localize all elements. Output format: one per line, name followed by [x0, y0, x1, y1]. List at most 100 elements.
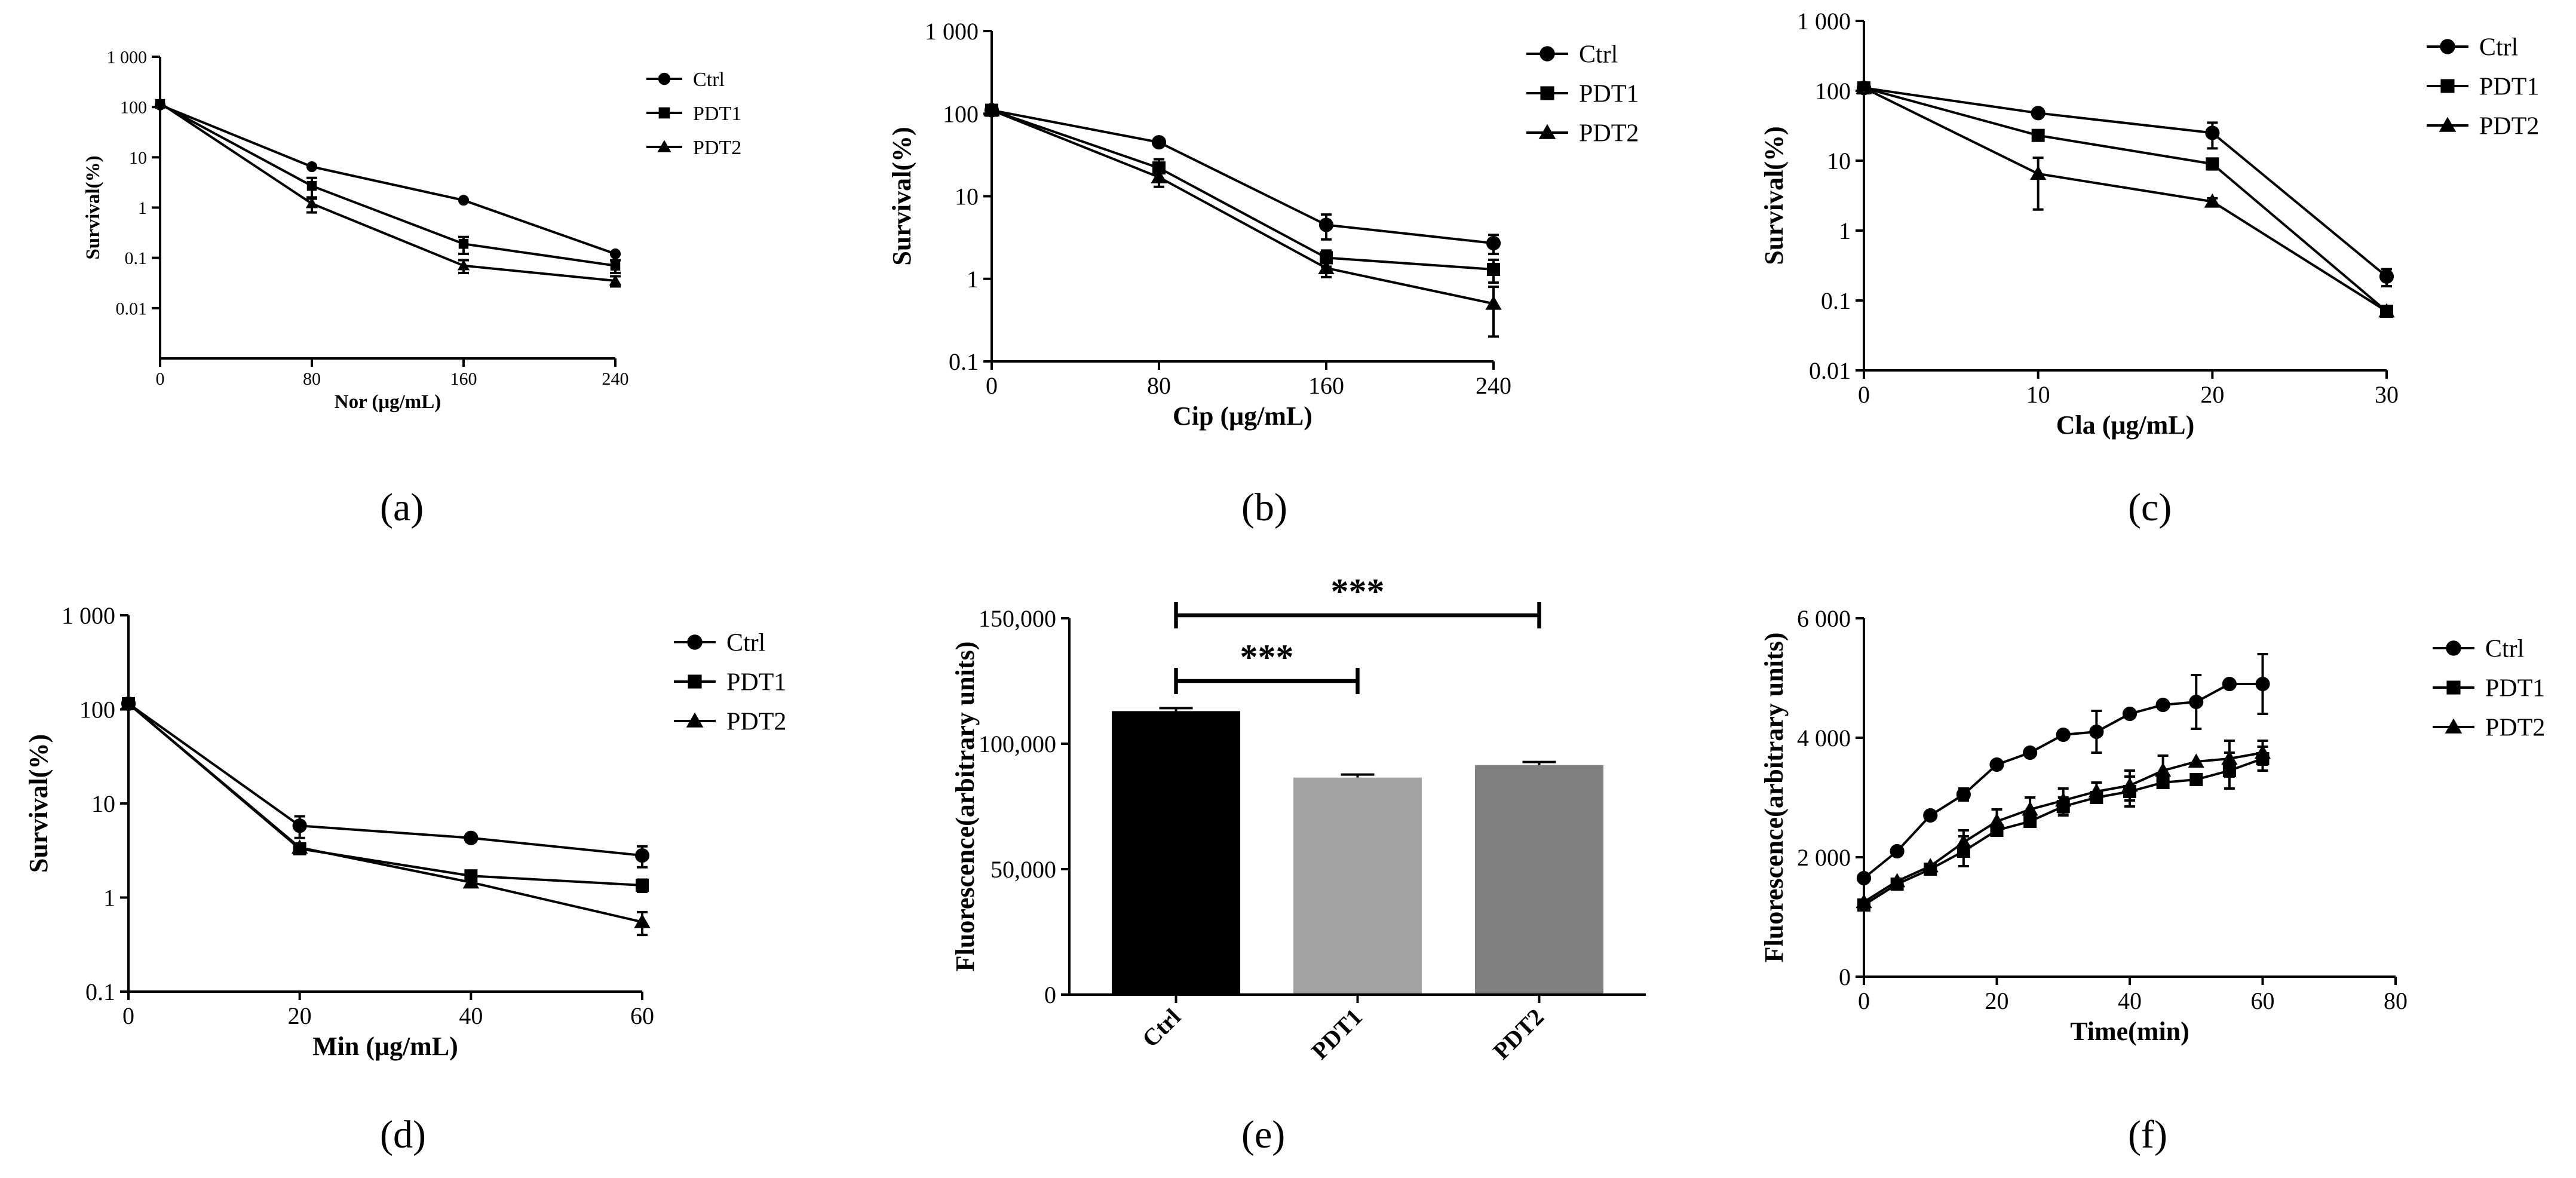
legend-marker-pdt2 — [657, 140, 671, 152]
series-line-pdt2 — [1863, 751, 2263, 903]
bar-ctrl — [1112, 711, 1241, 995]
legend-marker-pdt2 — [686, 712, 704, 728]
x-tick-label: 20 — [288, 1002, 312, 1029]
y-tick-label: 10 — [91, 790, 115, 817]
legend-marker-pdt2 — [2439, 116, 2457, 132]
point-ctrl — [2155, 697, 2170, 713]
point-pdt2 — [983, 102, 1000, 116]
y-tick-label: 1 — [1839, 217, 1851, 244]
legend-label-ctrl: Ctrl — [2485, 636, 2524, 663]
point-ctrl — [1151, 135, 1167, 150]
bar-pdt1 — [1293, 777, 1422, 995]
point-pdt1 — [306, 180, 317, 191]
series-line-pdt1 — [160, 103, 616, 267]
point-ctrl — [609, 248, 621, 260]
point-pdt2 — [1485, 295, 1502, 310]
point-ctrl — [634, 848, 650, 863]
y-axis-label: Survival(%) — [24, 734, 53, 873]
legend-label-ctrl: Ctrl — [2479, 34, 2518, 62]
y-tick-label: 0.1 — [949, 348, 979, 375]
point-ctrl — [2122, 706, 2138, 722]
x-tick-label: 160 — [450, 369, 477, 389]
legend-label-pdt2: PDT2 — [693, 137, 741, 159]
legend-marker-ctrl — [2446, 640, 2461, 656]
y-tick-label: 50,000 — [990, 856, 1056, 883]
x-tick-label: 10 — [2026, 381, 2050, 408]
point-pdt2 — [457, 259, 470, 271]
legend-marker-pdt2 — [2445, 718, 2462, 734]
point-pdt1 — [458, 238, 469, 249]
point-ctrl — [2205, 125, 2220, 140]
point-pdt1 — [636, 878, 649, 892]
y-tick-label: 1 — [103, 885, 115, 912]
series-line-pdt1 — [1863, 87, 2388, 312]
y-tick-label: 1 — [967, 266, 979, 293]
y-tick-label: 100,000 — [979, 731, 1056, 757]
legend-marker-pdt1 — [688, 674, 702, 689]
legend-marker-pdt1 — [658, 107, 670, 119]
series-line-ctrl — [991, 109, 1494, 245]
point-pdt2 — [2121, 777, 2138, 792]
legend-marker-pdt1 — [2440, 79, 2455, 93]
y-axis-label: Fluorescence(arbitrary units) — [950, 642, 980, 972]
x-tick-label: 80 — [303, 369, 321, 389]
point-ctrl — [1923, 808, 1938, 823]
panel-label-a: (a) — [380, 486, 424, 529]
point-ctrl — [458, 195, 470, 206]
x-tick-label: 0 — [986, 372, 998, 399]
x-tick-label: 0 — [1858, 987, 1870, 1014]
y-tick-label: 100 — [120, 98, 147, 118]
x-tick-label: 0 — [1858, 381, 1870, 408]
panel-label-c: (c) — [2128, 486, 2172, 529]
point-pdt2 — [609, 274, 622, 286]
point-pdt2 — [2030, 165, 2047, 180]
point-ctrl — [2056, 727, 2071, 743]
y-tick-label: 100 — [943, 100, 979, 127]
point-pdt2 — [2154, 762, 2172, 777]
legend-label-pdt2: PDT2 — [2479, 113, 2539, 140]
point-pdt2 — [1856, 894, 1872, 909]
point-pdt2 — [634, 913, 651, 928]
series-line-pdt1 — [1863, 757, 2264, 906]
y-tick-label: 0 — [1839, 964, 1851, 990]
x-axis-label: Min (μg/mL) — [312, 1032, 458, 1061]
series-line-pdt2 — [127, 702, 643, 924]
point-pdt2 — [2221, 750, 2238, 765]
y-tick-label: 1 — [138, 198, 147, 218]
bar-pdt2 — [1474, 765, 1603, 995]
point-ctrl — [1318, 217, 1334, 232]
x-tick-label: 40 — [459, 1002, 483, 1029]
legend-label-pdt1: PDT1 — [2485, 675, 2545, 702]
x-tick-label: 160 — [1308, 372, 1344, 399]
legend-label-ctrl: Ctrl — [1579, 41, 1618, 69]
significance-label: *** — [1331, 572, 1385, 611]
point-ctrl — [1956, 787, 1971, 802]
point-pdt2 — [2088, 783, 2105, 798]
y-tick-label: 0.1 — [1821, 287, 1851, 314]
series-line-ctrl — [1863, 87, 2388, 278]
y-tick-label: 100 — [1815, 78, 1851, 105]
y-tick-label: 0.1 — [85, 978, 115, 1005]
legend-label-pdt2: PDT2 — [1579, 120, 1639, 148]
x-tick-label: 20 — [1985, 987, 2009, 1014]
y-tick-label: 10 — [1827, 148, 1851, 174]
x-tick-label: 240 — [1476, 372, 1511, 399]
panel-label-f: (f) — [2128, 1113, 2167, 1156]
point-ctrl — [2089, 724, 2104, 740]
x-tick-label: 240 — [602, 369, 629, 389]
y-tick-label: 1 000 — [1797, 8, 1851, 35]
x-tick-label: 60 — [630, 1002, 654, 1029]
x-axis-label: Time(min) — [2070, 1017, 2189, 1046]
x-tick-label: 80 — [2384, 987, 2408, 1014]
x-axis-label: Cip (μg/mL) — [1173, 401, 1312, 431]
legend-label-pdt1: PDT1 — [2479, 73, 2539, 101]
point-ctrl — [2255, 676, 2270, 692]
point-pdt1 — [1152, 161, 1166, 175]
y-tick-label: 0.01 — [1809, 357, 1851, 384]
